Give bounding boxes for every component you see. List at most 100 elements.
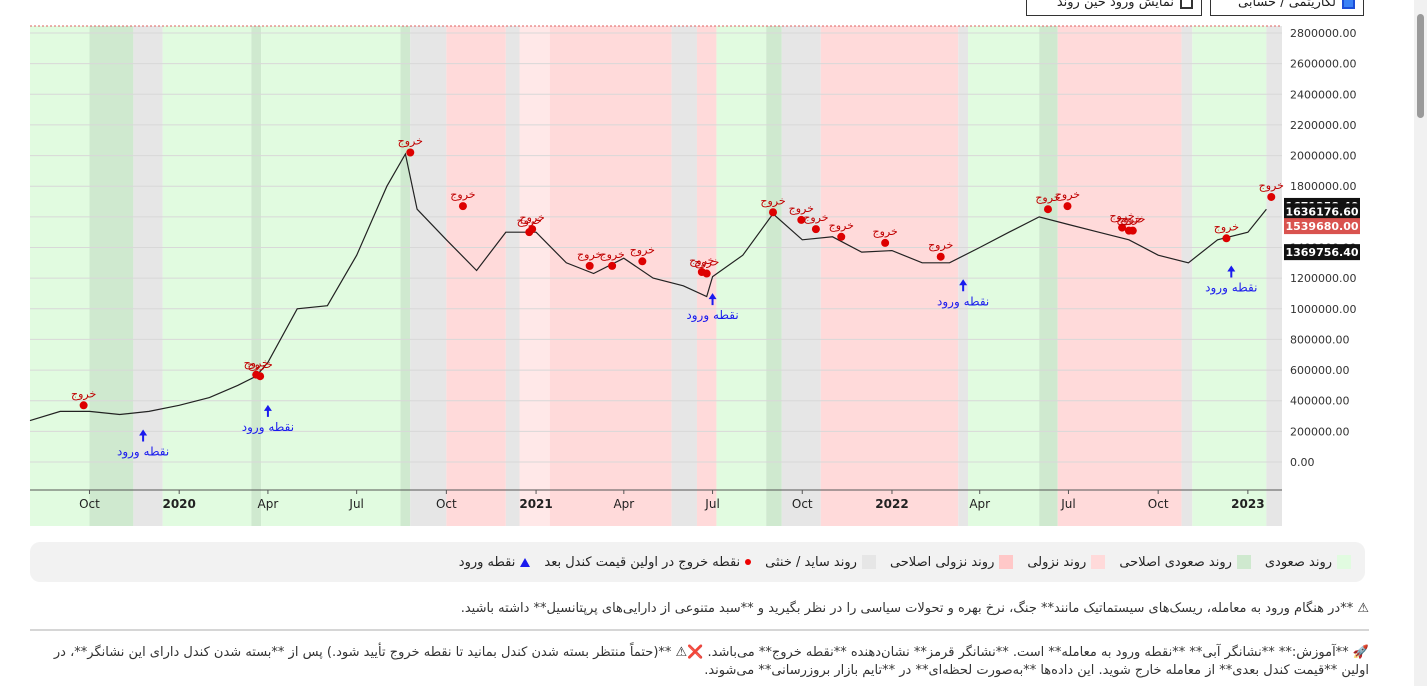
- price-tag-label: 1539680.00: [1285, 220, 1358, 233]
- exit-marker: [79, 401, 88, 410]
- x-tick-label: 2021: [519, 497, 552, 511]
- exit-label: خروج: [577, 248, 602, 261]
- exit-label: خروج: [872, 225, 897, 238]
- x-tick-label: Oct: [436, 497, 457, 511]
- exit-label: خروج: [450, 188, 475, 201]
- price-tag: [1284, 244, 1360, 261]
- exit-marker: [797, 215, 806, 224]
- exit-marker: [769, 208, 778, 217]
- regime-band: [671, 26, 697, 526]
- price-tag: [1284, 203, 1360, 220]
- entry-label: نقطه ورود: [686, 308, 738, 323]
- regime-band: [1086, 26, 1182, 526]
- regime-band: [716, 26, 767, 526]
- exit-marker: [1118, 223, 1127, 232]
- risk-note: ⚠ **در هنگام ورود به معامله، ریسک‌های سی…: [460, 601, 1369, 616]
- show-entry-label: نمایش ورود حین روند: [1056, 0, 1174, 10]
- y-tick-label: 400000.00: [1290, 395, 1350, 408]
- entry-label: نقطه ورود: [1205, 281, 1257, 296]
- x-tick-label: Jul: [348, 497, 363, 511]
- entry-triangle-icon: [520, 557, 531, 567]
- exit-marker: [406, 148, 415, 157]
- regime-band: [1057, 26, 1087, 526]
- exit-label: خروج: [760, 194, 785, 207]
- tutorial-note: 🚀 **آموزش:** **نشانگر آبی** **نقطه ورود …: [53, 645, 1369, 678]
- exit-label: خروج: [1259, 179, 1284, 192]
- exit-label: خروج: [1116, 213, 1141, 226]
- y-tick-label: 0.00: [1290, 456, 1315, 469]
- regime-band: [910, 26, 959, 526]
- exit-label: خروج: [398, 135, 423, 148]
- legend-swatch: [999, 555, 1014, 569]
- exit-marker: [256, 372, 265, 381]
- regime-band: [1266, 26, 1282, 526]
- chart-mode-label: لگاریتمی / حسابی: [1238, 0, 1336, 10]
- scrollbar-thumb[interactable]: [1417, 14, 1424, 118]
- regime-band: [400, 26, 411, 526]
- legend-item-exit: نقطه خروج در اولین قیمت کندل بعد: [544, 554, 752, 570]
- y-tick-label: 800000.00: [1290, 333, 1350, 346]
- regime-band: [1039, 26, 1058, 526]
- regime-band: [133, 26, 163, 526]
- show-entry-toggle[interactable]: نمایش ورود حین روند: [1026, 0, 1202, 16]
- legend-item-down-correction: روند نزولی اصلاحی: [889, 554, 1014, 570]
- entry-label: نقطه ورود: [242, 420, 294, 435]
- exit-marker: [702, 269, 711, 278]
- exit-marker: [837, 232, 846, 241]
- regime-band: [820, 26, 911, 526]
- divider: [30, 629, 1369, 631]
- legend-swatch: [1091, 555, 1106, 569]
- exit-marker: [881, 238, 890, 247]
- legend-label: روند صعودی: [1264, 554, 1332, 570]
- x-tick-label: Apr: [258, 497, 279, 511]
- exit-marker: [1063, 202, 1072, 211]
- y-tick-label: 2800000.00: [1290, 27, 1356, 40]
- y-tick-label: 2000000.00: [1290, 150, 1356, 163]
- legend-swatch: [1236, 555, 1251, 569]
- y-tick-label: 600000.00: [1290, 364, 1350, 377]
- y-tick-label: 2200000.00: [1290, 119, 1356, 132]
- price-tag-label: 1369756.40: [1285, 246, 1358, 259]
- entry-arrow-icon: [139, 429, 148, 442]
- legend-label: روند نزولی اصلاحی: [889, 554, 995, 570]
- exit-label: خروج: [517, 214, 542, 227]
- entry-label: نقطه ورود: [937, 294, 989, 309]
- legend-item-sideways: روند ساید / خنثی: [765, 555, 876, 570]
- exit-marker: [811, 225, 820, 234]
- regime-band: [766, 26, 782, 526]
- entry-arrow-icon: [708, 293, 717, 306]
- y-tick-label: 1800000.00: [1290, 180, 1356, 193]
- page-scrollbar[interactable]: [1414, 0, 1427, 686]
- legend-item-up: روند صعودی: [1265, 555, 1351, 570]
- regime-band: [446, 26, 506, 526]
- price-chart[interactable]: 0.00 200000.00 400000.00 600000.00 800000.00…: [0, 0, 1365, 530]
- regime-band: [1192, 26, 1267, 526]
- chart-mode-toggle[interactable]: لگاریتمی / حسابی: [1210, 0, 1364, 16]
- legend-label: نقطه ورود: [458, 554, 516, 570]
- exit-label: خروج: [829, 219, 854, 232]
- exit-label: خروج: [1109, 210, 1134, 223]
- legend-label: روند ساید / خنثی: [765, 554, 857, 570]
- legend-label: روند نزولی: [1027, 554, 1087, 570]
- legend-item-down: روند نزولی: [1027, 554, 1106, 570]
- regime-band: [781, 26, 821, 526]
- exit-label: خروج: [694, 256, 719, 269]
- y-tick-label: 2600000.00: [1290, 58, 1356, 71]
- regime-band: [89, 26, 134, 526]
- legend-label: نقطه خروج در اولین قیمت کندل بعد: [544, 554, 741, 570]
- x-tick-label: Oct: [792, 497, 813, 511]
- exit-label: خروج: [71, 387, 96, 400]
- legend-item-entry: نقطه ورود: [459, 555, 531, 570]
- entry-label: نقطه ورود: [117, 444, 169, 459]
- regime-band: [519, 26, 550, 526]
- regime-band: [958, 26, 969, 526]
- exit-label: خروج: [928, 239, 953, 252]
- exit-label: خروج: [244, 357, 269, 370]
- exit-label: خروج: [789, 202, 814, 215]
- exit-marker: [458, 202, 467, 211]
- regime-band: [251, 26, 262, 526]
- regime-band: [505, 26, 520, 526]
- x-tick-label: 2020: [162, 497, 195, 511]
- y-tick-label: 2400000.00: [1290, 88, 1356, 101]
- entry-arrow-icon: [263, 404, 272, 417]
